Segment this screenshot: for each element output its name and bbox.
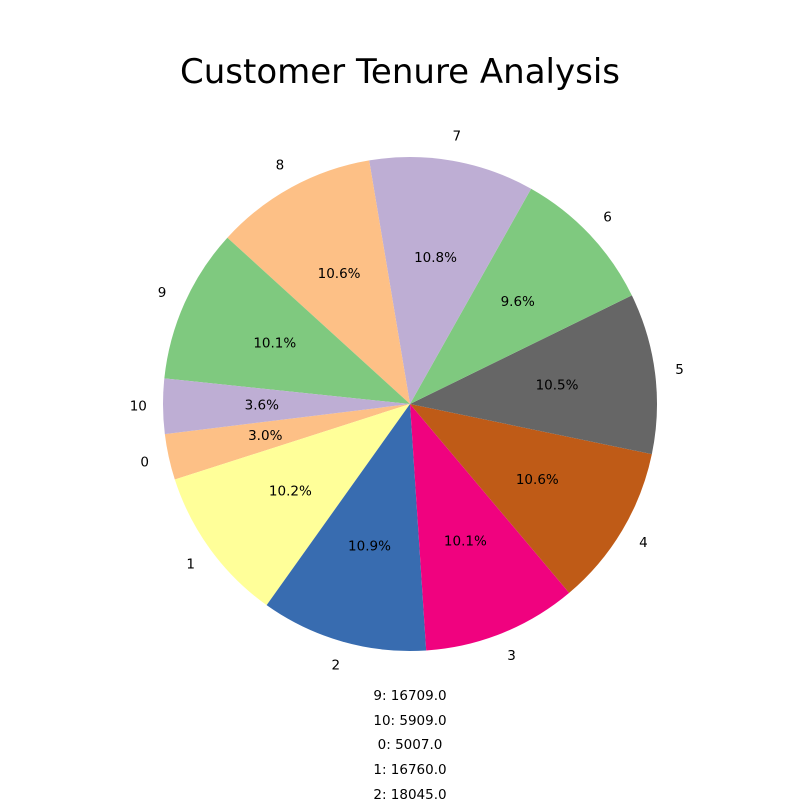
annotation-line: 2: 18045.0 bbox=[373, 786, 447, 803]
pie-labels: 3.0% 0 10.2% 1 10.9% 2 10.1% 3 10.6% 4 10.5% 5 9.6% 6… bbox=[130, 128, 684, 673]
slice-percent-label: 9.6% bbox=[501, 294, 535, 310]
pie-slice-1 bbox=[174, 404, 410, 606]
annotation-line: 1: 16760.0 bbox=[373, 762, 447, 779]
pie-slice-7 bbox=[369, 157, 532, 404]
slice-category-label: 0 bbox=[140, 454, 149, 470]
pie-slice-2 bbox=[266, 404, 427, 651]
slice-percent-label: 10.5% bbox=[536, 377, 579, 393]
pie-slice-4 bbox=[410, 404, 652, 593]
slice-percent-label: 10.1% bbox=[253, 335, 296, 351]
slice-percent-label: 10.6% bbox=[318, 266, 361, 282]
slice-percent-label: 10.2% bbox=[269, 483, 312, 499]
pie-slice-9 bbox=[164, 237, 410, 404]
slice-percent-label: 10.1% bbox=[444, 533, 487, 549]
pie-slice-10 bbox=[163, 378, 410, 435]
pie-slice-0 bbox=[164, 404, 410, 480]
pie-slice-6 bbox=[410, 188, 632, 404]
slice-percent-label: 10.6% bbox=[516, 472, 559, 488]
slice-percent-label: 3.0% bbox=[248, 428, 282, 444]
slice-percent-label: 3.6% bbox=[245, 397, 279, 413]
slice-category-label: 9 bbox=[158, 285, 167, 301]
annotation-line: 9: 16709.0 bbox=[373, 688, 447, 704]
annotation-line: 0: 5007.0 bbox=[377, 737, 443, 754]
slice-category-label: 1 bbox=[186, 556, 195, 572]
slice-percent-label: 10.8% bbox=[414, 250, 457, 266]
pie-slices bbox=[163, 157, 657, 651]
slice-category-label: 10 bbox=[130, 398, 147, 414]
value-annotations: 9: 16709.0 10: 5909.0 0: 5007.0 1: 16760… bbox=[0, 684, 800, 808]
slice-category-label: 8 bbox=[276, 157, 285, 173]
slice-category-label: 3 bbox=[507, 648, 516, 664]
slice-percent-label: 10.9% bbox=[348, 539, 391, 555]
pie-slice-3 bbox=[410, 404, 570, 651]
slice-category-label: 6 bbox=[603, 209, 612, 225]
pie-slice-5 bbox=[410, 295, 657, 455]
chart-title: Customer Tenure Analysis bbox=[179, 52, 620, 92]
slice-category-label: 4 bbox=[639, 535, 648, 551]
slice-category-label: 7 bbox=[453, 128, 462, 144]
pie-slice-8 bbox=[227, 160, 410, 404]
annotation-line: 10: 5909.0 bbox=[373, 712, 447, 729]
slice-category-label: 2 bbox=[331, 657, 340, 673]
slice-category-label: 5 bbox=[675, 362, 684, 378]
